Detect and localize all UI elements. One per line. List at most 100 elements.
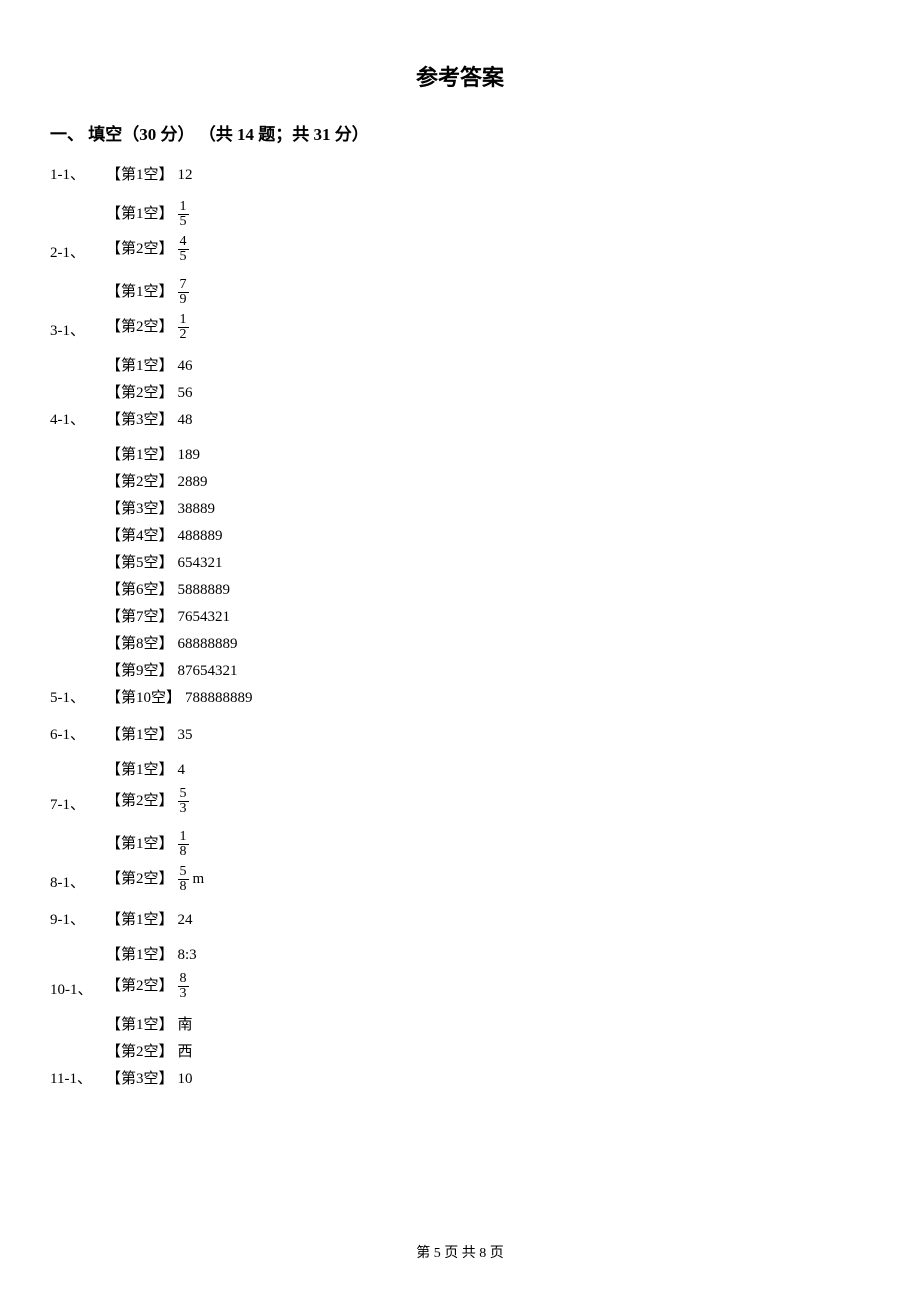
blank-value: 788888889 [185,688,253,709]
question-number: 1-1、 [50,163,106,186]
fraction-numerator: 1 [178,313,189,327]
blank-line: 【第7空】7654321 [106,607,253,628]
blank-value: 7654321 [178,607,231,628]
question-row: 7-1、【第1空】4【第2空】53 [50,760,870,816]
question-number: 8-1、 [50,871,106,894]
question-body: 【第1空】189 【第2空】2889 【第3空】38889 【第4空】488889 【第… [106,445,253,709]
unit: m [193,869,205,890]
blank-value: 南 [178,1015,193,1036]
blank-label: 【第1空】 [106,834,174,855]
blank-line: 【第1空】8:3 [106,945,197,966]
blank-line: 【第1空】15 [106,200,189,229]
blank-value: 48 [178,410,193,431]
question-body: 【第1空】4【第2空】53 [106,760,189,816]
blank-label: 【第5空】 [106,553,174,574]
fraction-denominator: 9 [178,292,189,307]
blank-line: 【第2空】58m [106,865,204,894]
question-row: 1-1、【第1空】12 [50,163,870,186]
fraction-numerator: 5 [178,865,189,879]
fraction-denominator: 8 [178,844,189,859]
answers-container: 1-1、【第1空】122-1、【第1空】15【第2空】453-1、【第1空】79… [50,163,870,1090]
page-title: 参考答案 [50,60,870,92]
question-row: 5-1、【第1空】189【第2空】2889【第3空】38889【第4空】4888… [50,445,870,709]
fraction: 15 [178,200,189,229]
blank-label: 【第2空】 [106,383,174,404]
blank-value: 10 [178,1069,193,1090]
blank-label: 【第1空】 [106,445,174,466]
blank-line: 【第5空】654321 [106,553,253,574]
blank-label: 【第1空】 [106,165,174,186]
page-footer: 第 5 页 共 8 页 [0,1242,920,1262]
blank-line: 【第1空】35 [106,725,193,746]
question-row: 3-1、【第1空】79【第2空】12 [50,278,870,342]
blank-value: 4 [178,760,186,781]
blank-line: 【第6空】5888889 [106,580,253,601]
fraction-denominator: 2 [178,327,189,342]
fraction-numerator: 1 [178,200,189,214]
blank-line: 【第9空】87654321 [106,661,253,682]
blank-value: 24 [178,910,193,931]
blank-line: 【第2空】53 [106,787,189,816]
blank-label: 【第1空】 [106,760,174,781]
question-row: 6-1、【第1空】35 [50,723,870,746]
footer-suffix: 页 [486,1246,504,1261]
blank-label: 【第2空】 [106,239,174,260]
blank-label: 【第10空】 [106,688,181,709]
blank-label: 【第3空】 [106,499,174,520]
question-number: 4-1、 [50,408,106,431]
blank-label: 【第2空】 [106,317,174,338]
question-body: 【第1空】79【第2空】12 [106,278,189,342]
fraction-numerator: 8 [178,972,189,986]
blank-label: 【第2空】 [106,1042,174,1063]
blank-line: 【第1空】12 [106,165,193,186]
blank-line: 【第8空】68888889 [106,634,253,655]
question-row: 11-1、【第1空】南【第2空】西【第3空】10 [50,1015,870,1090]
blank-label: 【第1空】 [106,1015,174,1036]
blank-label: 【第3空】 [106,1069,174,1090]
fraction: 18 [178,830,189,859]
blank-label: 【第2空】 [106,791,174,812]
question-row: 8-1、【第1空】18 【第2空】58m [50,830,870,894]
fraction: 53 [178,787,189,816]
blank-line: 【第4空】488889 [106,526,253,547]
blank-label: 【第1空】 [106,910,174,931]
question-row: 10-1、【第1空】8:3 【第2空】83 [50,945,870,1001]
question-number: 2-1、 [50,241,106,264]
blank-label: 【第8空】 [106,634,174,655]
blank-value: 38889 [178,499,216,520]
question-body: 【第1空】南【第2空】西【第3空】10 [106,1015,193,1090]
question-body: 【第1空】46 【第2空】56 【第3空】48 [106,356,193,431]
blank-line: 【第1空】南 [106,1015,193,1036]
blank-value: 189 [178,445,201,466]
blank-label: 【第7空】 [106,607,174,628]
blank-value: 56 [178,383,193,404]
fraction: 79 [178,278,189,307]
blank-value: 35 [178,725,193,746]
blank-label: 【第1空】 [106,945,174,966]
question-number: 6-1、 [50,723,106,746]
question-number: 10-1、 [50,978,106,1001]
fraction: 83 [178,972,189,1001]
question-body: 【第1空】12 [106,165,193,186]
fraction-denominator: 3 [178,801,189,816]
blank-line: 【第1空】18 [106,830,204,859]
blank-value: 488889 [178,526,223,547]
blank-value: 46 [178,356,193,377]
blank-line: 【第1空】4 [106,760,189,781]
question-row: 9-1、【第1空】24 [50,908,870,931]
blank-line: 【第2空】2889 [106,472,253,493]
blank-line: 【第2空】45 [106,235,189,264]
footer-mid: 页 共 [441,1246,480,1261]
blank-value: 12 [178,165,193,186]
blank-line: 【第10空】788888889 [106,688,253,709]
blank-line: 【第2空】56 [106,383,193,404]
blank-label: 【第9空】 [106,661,174,682]
blank-value: 87654321 [178,661,238,682]
blank-line: 【第2空】83 [106,972,197,1001]
question-number: 3-1、 [50,319,106,342]
blank-value: 8:3 [178,945,197,966]
fraction-denominator: 5 [178,249,189,264]
blank-label: 【第1空】 [106,204,174,225]
blank-line: 【第1空】46 [106,356,193,377]
blank-line: 【第3空】48 [106,410,193,431]
